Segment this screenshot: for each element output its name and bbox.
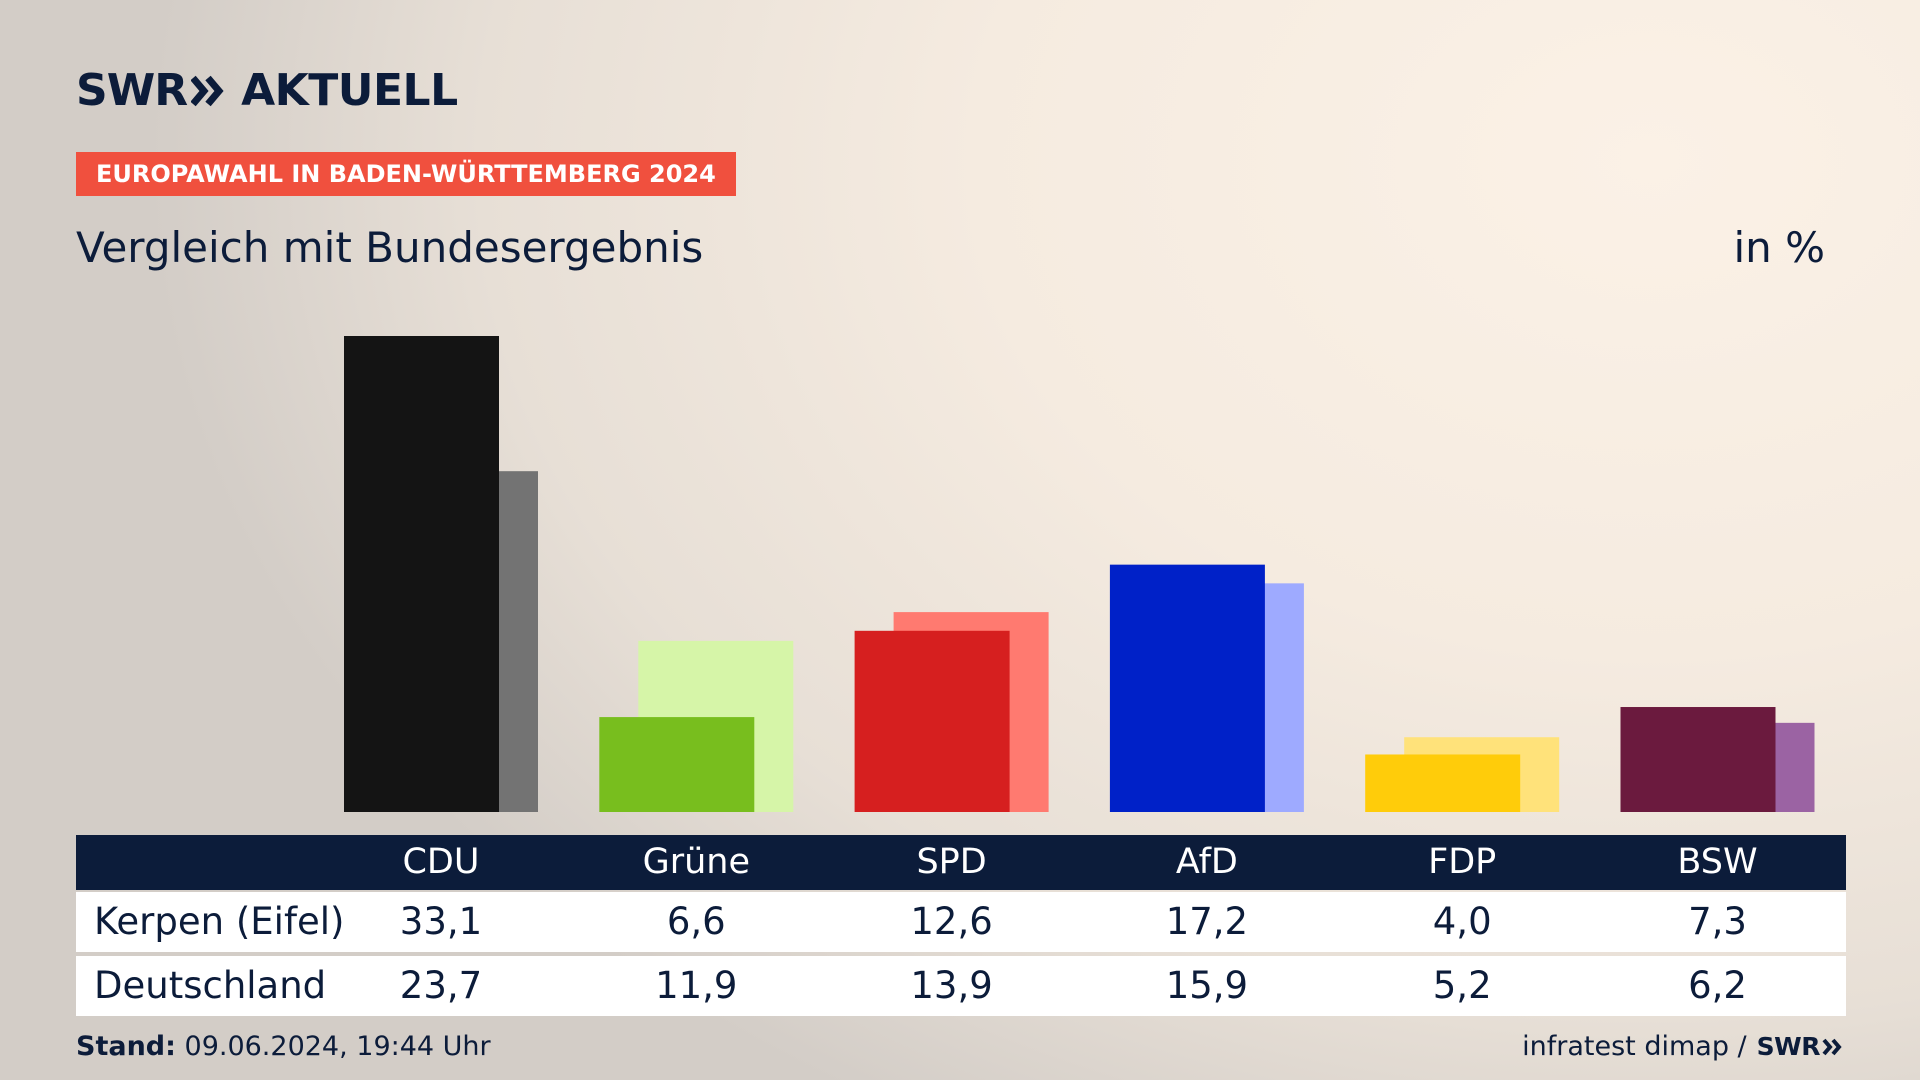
double-chevron-icon (191, 75, 224, 107)
timestamp-value: 09.06.2024, 19:44 Uhr (184, 1031, 491, 1062)
value-local-spd: 12,6 (910, 900, 993, 943)
swr-aktuell-logo: SWR AKTUELL (76, 66, 458, 116)
value-national-fdp: 5,2 (1432, 964, 1492, 1007)
value-national-grüne: 11,9 (655, 964, 738, 1007)
party-header-cdu: CDU (402, 842, 480, 882)
value-national-spd: 13,9 (910, 964, 993, 1007)
bar-local-fdp (1365, 754, 1521, 812)
bar-local-bsw (1620, 707, 1776, 812)
timestamp-label: Stand: (76, 1031, 176, 1062)
bar-local-grüne (599, 717, 755, 812)
value-local-cdu: 33,1 (399, 900, 483, 943)
value-national-cdu: 23,7 (399, 964, 483, 1007)
party-header-fdp: FDP (1428, 842, 1497, 882)
value-national-afd: 15,9 (1165, 964, 1249, 1007)
bar-local-afd (1109, 564, 1265, 812)
logo-swr-text: SWR (76, 65, 188, 116)
party-header-afd: AfD (1175, 842, 1238, 882)
row-label-local: Kerpen (Eifel) (94, 900, 345, 943)
logo-aktuell-text: AKTUELL (241, 65, 458, 116)
row-label-national: Deutschland (94, 964, 327, 1007)
source-credit: infratest dimap / SWR (1522, 1030, 1844, 1064)
source-text: infratest dimap / (1522, 1031, 1747, 1062)
bar-chart (344, 336, 1815, 812)
footer-swr-logo: SWR (1756, 1032, 1821, 1061)
value-national-bsw: 6,2 (1688, 964, 1747, 1007)
value-local-bsw: 7,3 (1688, 900, 1747, 943)
footer-double-chevron-icon (1822, 1038, 1842, 1056)
results-row-national: Deutschland 23,7 11,9 13,9 15,9 5,2 6,2 (76, 956, 1846, 1016)
results-row-local: Kerpen (Eifel) 33,1 6,6 12,6 17,2 4,0 7,3 (76, 892, 1846, 952)
chart-subtitle: Vergleich mit Bundesergebnis (76, 223, 704, 272)
party-header-row: CDU Grüne SPD AfD FDP BSW (76, 835, 1846, 890)
bar-local-cdu (344, 336, 499, 812)
party-header-grüne: Grüne (642, 842, 750, 882)
value-local-fdp: 4,0 (1432, 900, 1492, 943)
party-header-bsw: BSW (1677, 842, 1758, 882)
unit-label: in % (1733, 223, 1825, 272)
value-local-grüne: 6,6 (666, 900, 726, 943)
timestamp: Stand: 09.06.2024, 19:44 Uhr (76, 1030, 491, 1064)
election-kicker-badge: EUROPAWAHL IN BADEN-WÜRTTEMBERG 2024 (76, 152, 736, 196)
value-local-afd: 17,2 (1165, 900, 1249, 943)
bar-local-spd (854, 630, 1010, 812)
party-header-spd: SPD (916, 842, 987, 882)
